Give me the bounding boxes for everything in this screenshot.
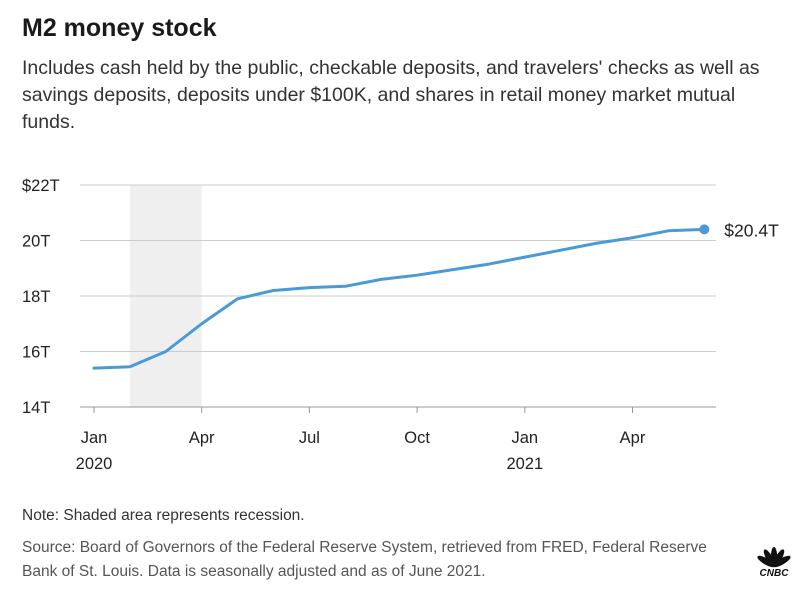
chart-subtitle: Includes cash held by the public, checka…	[22, 57, 760, 133]
data-point	[416, 274, 419, 277]
data-point	[523, 256, 526, 259]
x-tick-year-label: 2020	[76, 455, 113, 473]
data-point	[344, 285, 347, 288]
data-point	[559, 249, 562, 252]
y-tick-label: $22T	[22, 177, 60, 195]
data-point	[595, 242, 598, 245]
data-point	[128, 365, 131, 368]
data-point	[487, 263, 490, 266]
data-point	[667, 229, 670, 232]
data-point	[272, 289, 275, 292]
series-line	[92, 227, 706, 370]
y-tick-label: 14T	[22, 399, 50, 417]
data-point	[452, 268, 455, 271]
x-tick-label: Oct	[404, 429, 430, 447]
data-point	[380, 278, 383, 281]
y-tick-label: 16T	[22, 344, 50, 362]
data-point	[308, 286, 311, 289]
x-tick-label: Apr	[189, 429, 215, 447]
x-tick-label: Jan	[511, 429, 538, 447]
cnbc-logo-text: CNBC	[760, 568, 790, 578]
data-point	[631, 236, 634, 239]
data-point	[93, 367, 96, 370]
data-point	[200, 322, 203, 325]
y-tick-label: 18T	[22, 288, 50, 306]
data-point	[236, 297, 239, 300]
end-value-label: $20.4T	[724, 220, 779, 240]
end-point-marker	[699, 224, 710, 235]
cnbc-peacock-logo: CNBC	[757, 547, 791, 578]
recession-note: Note: Shaded area represents recession.	[22, 507, 305, 524]
x-tick-label: Apr	[620, 429, 646, 447]
x-tick-year-label: 2021	[506, 455, 543, 473]
x-tick-label: Jan	[81, 429, 108, 447]
data-point	[164, 350, 167, 353]
y-tick-label: 20T	[22, 233, 50, 251]
source-text: Source: Board of Governors of the Federa…	[22, 539, 707, 580]
chart-title: M2 money stock	[22, 14, 217, 42]
x-tick-label: Jul	[299, 429, 320, 447]
